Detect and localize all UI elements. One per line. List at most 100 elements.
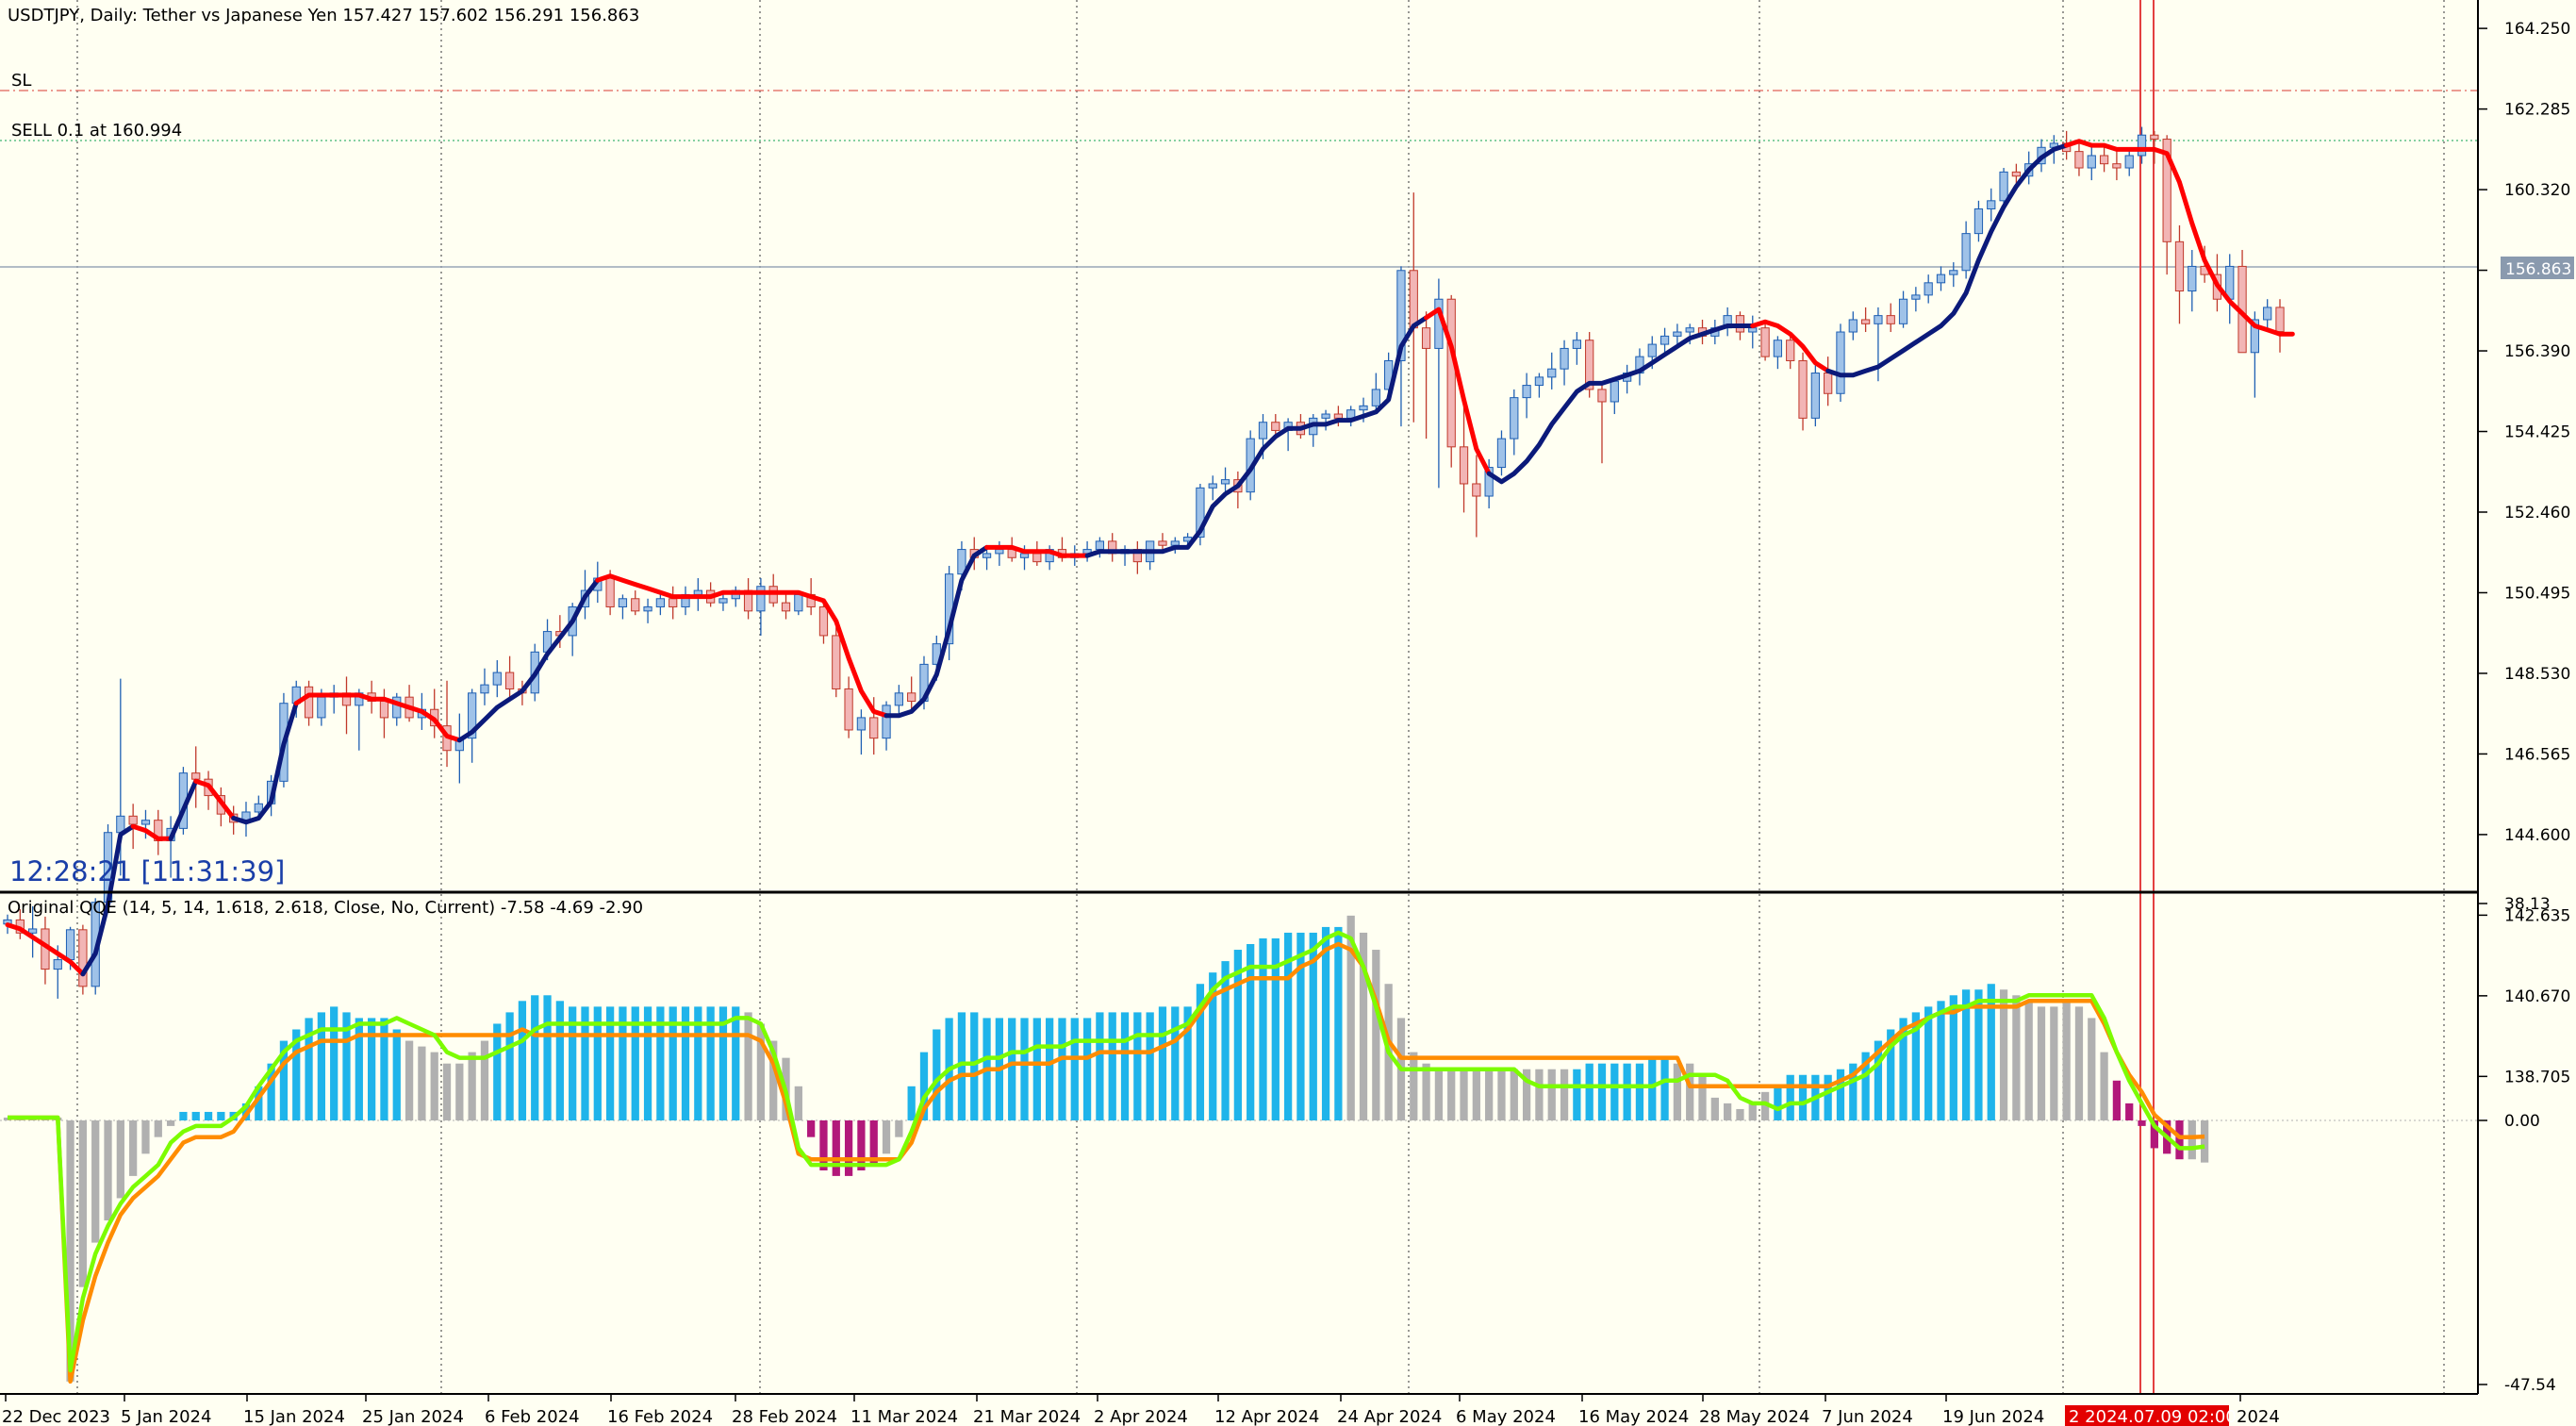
time-label: 16 May 2024	[1578, 1407, 1689, 1426]
qqe-bar	[154, 1120, 162, 1137]
qqe-bar	[2037, 1006, 2046, 1120]
qqe-bar	[2188, 1120, 2196, 1160]
candle	[2124, 147, 2134, 176]
qqe-bar	[204, 1111, 213, 1120]
qqe-bar	[1020, 1018, 1029, 1120]
qqe-bar	[104, 1120, 112, 1221]
qqe-bar	[1585, 1063, 1593, 1120]
qqe-bar	[1096, 1012, 1104, 1120]
current-price-value: 156.863	[2505, 260, 2571, 279]
qqe-bar	[1748, 1103, 1757, 1120]
qqe-bar	[1283, 932, 1293, 1120]
candle	[2174, 224, 2185, 324]
qqe-bar	[368, 1018, 376, 1120]
time-axis[interactable]: 22 Dec 2023 5 Jan 2024 15 Jan 2024 25 Jan 2…	[2, 1394, 2280, 1426]
symbol-label: USDTJPY, Daily: Tether vs Japanese Yen 1…	[8, 6, 639, 25]
candle	[907, 676, 916, 710]
qqe-bar	[255, 1086, 263, 1120]
candle	[1786, 332, 1795, 370]
qqe-bar	[91, 1120, 100, 1243]
qqe-bar	[1296, 932, 1305, 1120]
candle	[1534, 373, 1544, 398]
candle	[392, 692, 402, 726]
qqe-bar	[66, 1120, 74, 1382]
qqe-bar	[1070, 1018, 1079, 1120]
candle	[492, 660, 502, 698]
qqe-bar	[1183, 1006, 1192, 1120]
price-tick-label: 138.705	[2504, 1068, 2570, 1086]
candle	[480, 668, 489, 705]
ma-segment-down	[293, 692, 462, 743]
candle	[1836, 323, 1845, 402]
candle	[2112, 151, 2122, 181]
candle	[1371, 373, 1380, 415]
candle	[1848, 311, 1858, 340]
qqe-lines	[8, 930, 2205, 1385]
candle	[1421, 311, 1431, 439]
qqe-bar	[1171, 1006, 1180, 1120]
time-label: 7 Jun 2024	[1822, 1407, 1913, 1426]
qqe-bar	[1120, 1012, 1130, 1120]
ma-segment-up	[1825, 142, 2070, 378]
candle	[1547, 352, 1557, 390]
qqe-bar	[442, 1063, 452, 1120]
qqe-bar	[581, 1006, 589, 1120]
qqe-bar	[1774, 1086, 1782, 1120]
candle	[1560, 340, 1569, 386]
qqe-bar	[1146, 1012, 1154, 1120]
qqe-bar	[1321, 926, 1330, 1120]
indicator-label: Original QQE (14, 5, 14, 1.618, 2.618, C…	[8, 898, 643, 918]
candle	[1597, 381, 1607, 464]
qqe-bar	[619, 1006, 627, 1120]
qqe-bar	[1510, 1069, 1518, 1120]
candle	[504, 655, 515, 698]
price-axis[interactable]: 164.250162.285160.320158.355156.390154.4…	[2478, 20, 2570, 1086]
candle	[618, 594, 628, 620]
candle	[1961, 221, 1971, 279]
qqe-bar	[2012, 995, 2021, 1120]
qqe-bar	[2088, 1018, 2096, 1120]
candle	[1898, 290, 1908, 328]
ma-segment-down	[193, 778, 237, 821]
qqe-bar	[2150, 1120, 2158, 1149]
qqe-bar	[1949, 995, 1957, 1120]
qqe-bar	[2074, 1006, 2084, 1120]
qqe-bar	[1472, 1069, 1480, 1120]
price-tick-label: 140.670	[2504, 987, 2570, 1006]
ma-segment-up	[80, 823, 136, 977]
price-tick-label: 160.320	[2504, 181, 2570, 200]
price-tick-label: 162.285	[2504, 101, 2570, 120]
time-label: 6 Feb 2024	[485, 1407, 580, 1426]
qqe-bar	[907, 1086, 916, 1120]
qqe-bar	[355, 1018, 363, 1120]
time-label: 21 Mar 2024	[973, 1407, 1081, 1426]
candle	[1936, 266, 1946, 291]
qqe-bar	[933, 1029, 941, 1120]
candle	[1446, 294, 1456, 468]
candle	[304, 680, 314, 726]
qqe-bar	[669, 1006, 677, 1120]
crosshair-time-label: 2 2024.07.09 02:00	[2069, 1407, 2237, 1426]
candle	[894, 685, 903, 718]
current-price-tag: 156.863	[2501, 257, 2574, 279]
qqe-bar	[1447, 1069, 1456, 1120]
qqe-bar	[1673, 1063, 1682, 1120]
crosshair-time-box	[2065, 1405, 2229, 1426]
price-tick-label: 144.600	[2504, 826, 2570, 845]
price-tick-label: 156.390	[2504, 342, 2570, 361]
qqe-bar	[317, 1012, 326, 1120]
qqe-bar	[279, 1040, 289, 1120]
time-label: 24 Apr 2024	[1337, 1407, 1442, 1426]
qqe-bar	[1987, 984, 1995, 1120]
qqe-bar	[418, 1046, 426, 1120]
qqe-bar	[1522, 1069, 1531, 1120]
qqe-bar	[593, 1006, 602, 1120]
time-label: 25 Jan 2024	[362, 1407, 464, 1426]
candle	[1196, 483, 1205, 546]
qqe-bar	[756, 1023, 766, 1120]
qqe-bar	[807, 1120, 816, 1137]
time-label: 22 Dec 2023	[2, 1407, 110, 1426]
qqe-bar	[1710, 1097, 1719, 1120]
